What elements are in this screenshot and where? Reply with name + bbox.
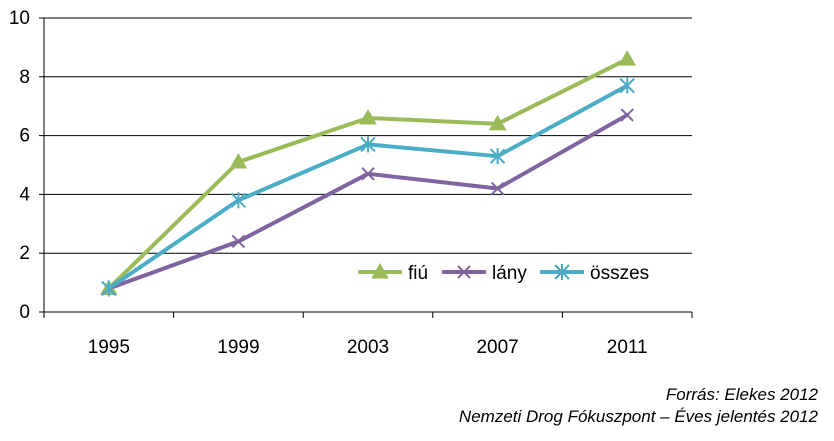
series-2-point [620,108,634,122]
series-1-point [488,114,507,131]
series-3-point [360,136,376,153]
series-lines [99,50,637,297]
series-2-point [361,167,375,181]
legend-swatch-marker [457,265,471,279]
legend-item-3: összes [540,263,649,284]
series-1-point [618,50,637,66]
series-1-point [359,108,377,125]
gridlines [44,17,692,254]
series-1-point [229,153,248,169]
legend-label: fiú [408,263,428,284]
axes: 0 2 4 6 8 10 1995 1999 2003 2007 2011 [9,8,693,358]
legend-swatch-marker [371,262,389,279]
source-caption: Forrás: Elekes 2012 Nemzeti Drog Fókuszp… [459,384,818,428]
legend: fiú lány összes [358,262,649,284]
source-line-2: Nemzeti Drog Fókuszpont – Éves jelentés … [458,407,818,426]
series-2-point [490,181,505,196]
series-3-point [101,280,117,297]
series-3-point [230,192,247,209]
x-tick-label: 2003 [347,337,389,358]
series-3-point [619,77,635,94]
source-line-1: Forrás: Elekes 2012 [665,385,818,404]
x-tick-label: 1995 [88,337,130,358]
y-tick-label: 10 [9,8,30,29]
series-3 [101,77,635,297]
legend-label: összes [590,263,649,284]
y-tick-label: 2 [19,243,30,264]
series-1 [99,50,637,295]
y-tick-label: 4 [19,184,30,205]
x-tick-label: 1999 [217,337,259,358]
legend-item-1: fiú [358,262,428,284]
line-chart: 0 2 4 6 8 10 1995 1999 2003 2007 2011 fiú lány össze… [9,8,693,358]
y-tick-label: 8 [19,67,30,88]
series-2-point [231,234,246,249]
series-3-point [489,148,506,165]
legend-label: lány [492,263,527,284]
legend-swatch-marker [554,264,570,280]
x-tick-label: 2007 [476,337,518,358]
y-tick-label: 0 [19,302,30,323]
legend-item-2: lány [442,263,527,284]
x-tick-label: 2011 [607,337,648,358]
series-2 [102,108,634,296]
y-tick-label: 6 [19,126,30,147]
